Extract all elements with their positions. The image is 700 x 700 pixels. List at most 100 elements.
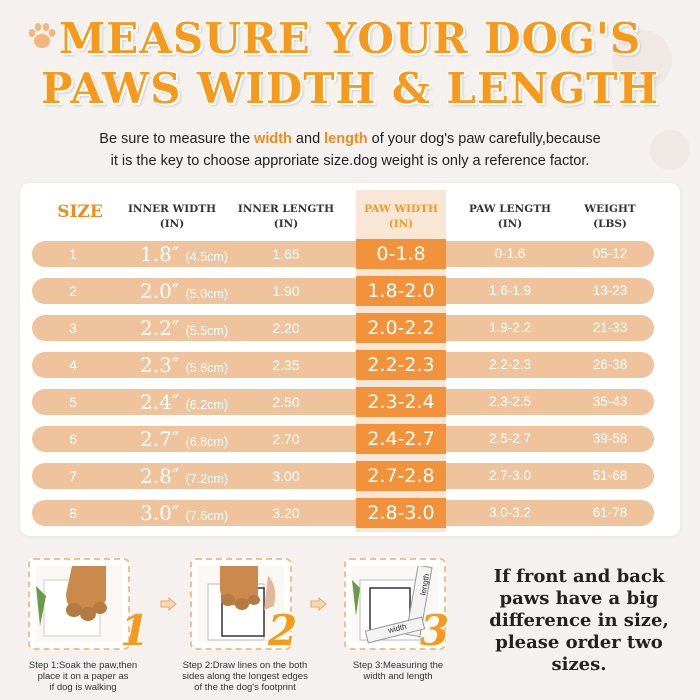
note-line: difference in size, [489, 610, 669, 631]
cell-weight: 26-38 [592, 357, 628, 372]
note-line: please order two [495, 632, 663, 653]
cell-paw-length: 0-1.6 [494, 246, 526, 261]
table-row: 4 2.3″ (5.8cm) 2.35 2.2-2.3 2.2-2.3 26-3… [32, 350, 654, 380]
table-row: 2 2.0″ (5.0cm) 1.90 1.8-2.0 1.6-1.9 13-2… [32, 276, 654, 306]
cell-inner-width: 3.0″ (7.6cm) [140, 500, 250, 526]
inner-width-in: 1.8″ [140, 242, 180, 266]
cell-weight: 51-68 [592, 468, 628, 483]
intro-highlight-length: length [324, 131, 368, 147]
cell-weight: 61-78 [592, 505, 628, 520]
cell-inner-width: 2.8″ (7.2cm) [140, 463, 250, 489]
step-3-caption: Step 3:Measuring the width and length [336, 660, 460, 682]
inner-width-cm: (4.5cm) [185, 250, 229, 264]
cell-inner-width: 2.4″ (6.2cm) [140, 389, 250, 415]
cell-paw-length: 1.6-1.9 [488, 283, 532, 298]
paw-print-icon [28, 23, 56, 48]
step-1-number: 1 [120, 606, 150, 655]
cell-inner-length: 1.65 [272, 246, 300, 262]
cell-inner-width: 2.0″ (5.0cm) [140, 278, 250, 304]
header-inner-width-label: INNER WIDTH [127, 203, 217, 215]
header-inner-width: INNER WIDTH (IN) [122, 202, 222, 232]
cell-inner-width: 2.2″ (5.5cm) [140, 315, 250, 341]
cell-inner-width: 1.8″ (4.5cm) [140, 241, 250, 267]
cell-paw-length: 1.9-2.2 [488, 320, 532, 335]
background-paw-decoration [612, 30, 672, 90]
cell-size: 3 [69, 320, 77, 336]
cell-inner-width: 2.7″ (6.8cm) [140, 426, 250, 452]
inner-width-in: 2.0″ [140, 279, 180, 303]
caption-line: width and length [363, 671, 433, 682]
cell-paw-width: 2.4-2.7 [356, 424, 446, 454]
arrow-right-icon [160, 597, 177, 611]
intro-text-part: and [291, 131, 325, 147]
cell-inner-length: 3.20 [272, 505, 300, 521]
header-paw-length-label: PAW LENGTH [469, 203, 551, 215]
paper-sheet: length width [352, 564, 438, 644]
inner-width-in: 3.0″ [140, 501, 180, 525]
inner-width-cm: (7.6cm) [185, 509, 229, 523]
cell-paw-length: 2.7-3.0 [488, 468, 532, 483]
intro-text: Be sure to measure the width and length … [0, 128, 700, 172]
inner-width-in: 2.3″ [140, 353, 180, 377]
cell-paw-length: 2.5-2.7 [488, 431, 532, 446]
header-size: SIZE [57, 202, 103, 222]
cell-size: 4 [69, 357, 77, 373]
caption-line: sides along the longest edges [182, 671, 308, 682]
cell-paw-length: 2.2-2.3 [488, 357, 532, 372]
inner-width-cm: (5.8cm) [185, 361, 229, 375]
cell-paw-width: 2.7-2.8 [356, 461, 446, 491]
cell-weight: 35-43 [592, 394, 628, 409]
size-difference-note: If front and back paws have a big differ… [470, 566, 688, 676]
cell-inner-length: 2.70 [272, 431, 300, 447]
page-title-line-1: MEASURE YOUR DOG'S [58, 14, 642, 63]
inner-width-in: 2.2″ [140, 316, 180, 340]
cell-inner-length: 2.35 [272, 357, 300, 373]
intro-highlight-width: width [254, 131, 292, 147]
step-2-number: 2 [268, 606, 298, 655]
paper-sheet [198, 566, 284, 642]
cell-weight: 13-23 [592, 283, 628, 298]
inner-width-cm: (6.8cm) [185, 435, 229, 449]
header-weight-label: WEIGHT [584, 203, 636, 215]
caption-line: of the the dog's footprint [194, 682, 296, 693]
inner-width-cm: (5.5cm) [185, 324, 229, 338]
step-2-caption: Step 2:Draw lines on the both sides alon… [168, 660, 322, 693]
intro-text-part: Be sure to measure the [99, 131, 255, 147]
cell-weight: 39-58 [592, 431, 628, 446]
cell-paw-width: 2.0-2.2 [356, 313, 446, 343]
cell-size: 1 [69, 246, 77, 262]
header-weight: WEIGHT (LBS) [570, 202, 650, 232]
cell-paw-width: 2.3-2.4 [356, 387, 446, 417]
caption-line: place it on a paper as [37, 671, 129, 682]
cell-inner-width: 2.3″ (5.8cm) [140, 352, 250, 378]
step-1-image [28, 558, 130, 650]
cell-paw-width: 2.8-3.0 [356, 498, 446, 528]
header-weight-unit: (LBS) [593, 218, 627, 230]
cell-paw-width: 2.2-2.3 [356, 350, 446, 380]
header-paw-width-unit: (IN) [388, 218, 414, 230]
caption-line: Step 3:Measuring the [352, 660, 444, 671]
cell-size: 8 [69, 505, 77, 521]
cell-size: 2 [69, 283, 77, 299]
cell-paw-width: 1.8-2.0 [356, 276, 446, 306]
intro-text-line-2: it is the key to choose approriate size.… [110, 153, 590, 169]
header-paw-width: PAW WIDTH (IN) [352, 202, 450, 232]
table-row: 8 3.0″ (7.6cm) 3.20 2.8-3.0 3.0-3.2 61-7… [32, 498, 654, 528]
caption-line: Step 2:Draw lines on the both [182, 660, 308, 671]
inner-width-cm: (6.2cm) [185, 398, 229, 412]
header-inner-length: INNER LENGTH (IN) [234, 202, 338, 232]
page-title-line-2: PAWS WIDTH & LENGTH [40, 64, 660, 113]
cell-weight: 05-12 [592, 246, 628, 261]
table-row: 6 2.7″ (6.8cm) 2.70 2.4-2.7 2.5-2.7 39-5… [32, 424, 654, 454]
intro-text-part: of your dog's paw carefully,because [367, 131, 601, 147]
header-inner-length-unit: (IN) [273, 218, 299, 230]
cell-inner-length: 2.50 [272, 394, 300, 410]
cell-inner-length: 1.90 [272, 283, 300, 299]
background-paw-decoration [650, 130, 690, 170]
cell-paw-length: 3.0-3.2 [488, 505, 532, 520]
cell-inner-length: 3.00 [272, 468, 300, 484]
cell-paw-length: 2.3-2.5 [488, 394, 532, 409]
cell-inner-length: 2.20 [272, 320, 300, 336]
step-1-caption: Step 1:Soak the paw,then place it on a p… [18, 660, 148, 693]
step-3-number: 3 [420, 606, 450, 655]
